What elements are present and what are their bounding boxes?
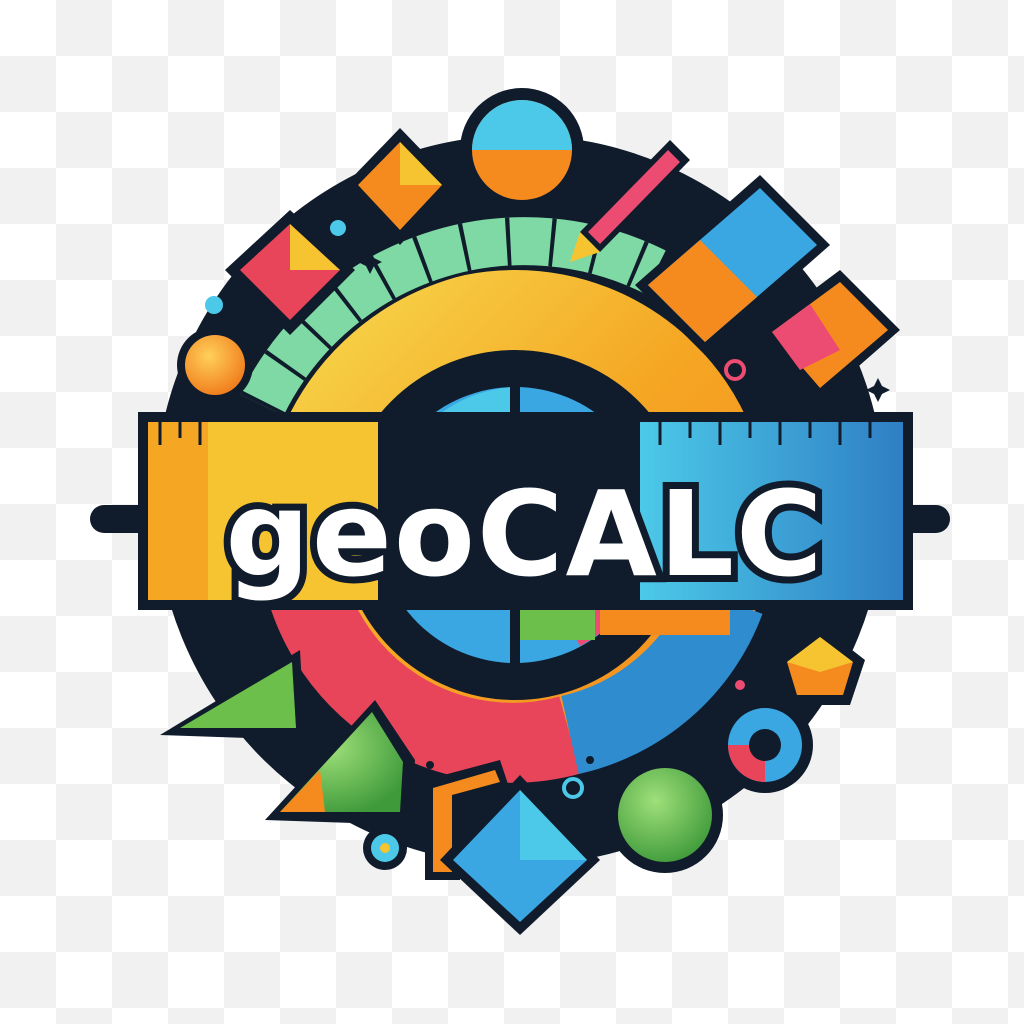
orange-diamond-icon [345, 128, 455, 245]
orange-sphere-icon [177, 327, 253, 403]
pencil-icon [570, 140, 690, 262]
angle-icon [425, 760, 510, 880]
half-sphere-icon [460, 88, 584, 212]
wordmark-text: geoCALC [225, 465, 824, 603]
ruler-icon [635, 175, 830, 355]
polyhedron-icon [775, 625, 865, 705]
pie-disc-icon [717, 697, 813, 793]
wordmark-banner: geoCALC [138, 412, 913, 610]
green-prism-icon [265, 700, 415, 825]
sparkle-icons [192, 148, 890, 799]
blue-gem-icon [440, 775, 600, 935]
block-icon [760, 270, 900, 400]
red-diamond-icon [225, 210, 355, 335]
green-triangle-icon [160, 650, 305, 740]
small-dot-icon [363, 826, 407, 870]
green-sphere-icon [607, 757, 723, 873]
